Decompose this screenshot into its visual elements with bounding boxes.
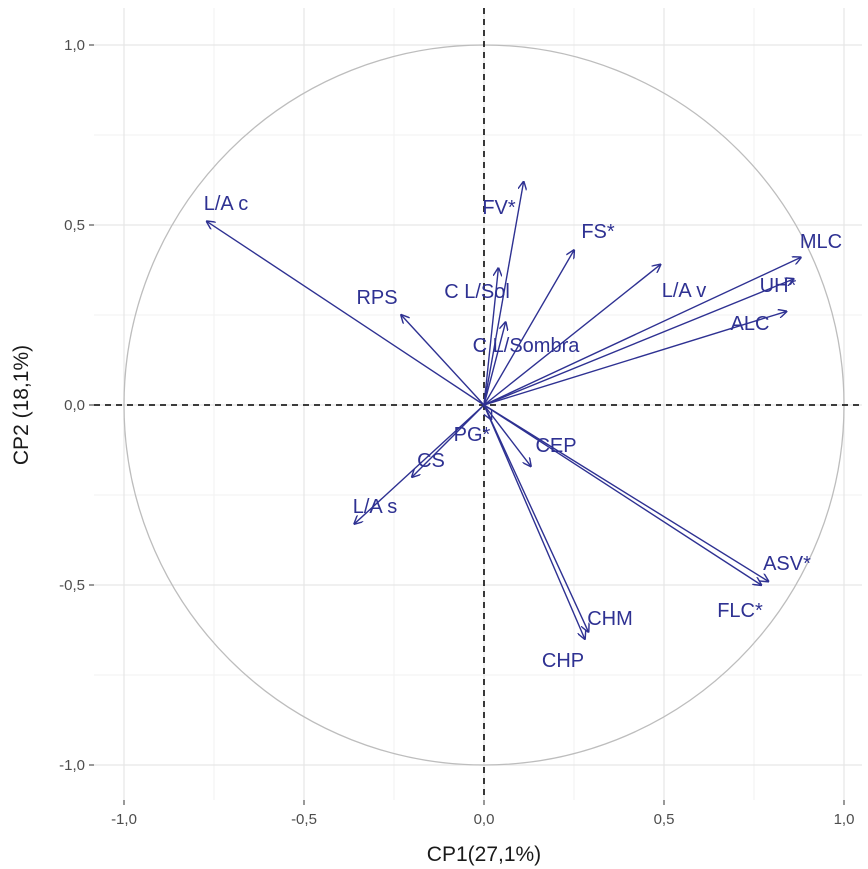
loading-vector: [483, 322, 506, 406]
x-tick-label: 0,0: [474, 811, 495, 828]
reference-lines: [94, 8, 862, 800]
y-axis-title: CP2 (18,1%): [10, 345, 33, 465]
variable-label: MLC: [800, 231, 842, 253]
loading-vector: [483, 265, 660, 406]
loading-vector: [483, 311, 786, 406]
y-tick-label: 1,0: [64, 37, 85, 54]
y-tick-label: 0,5: [64, 217, 85, 234]
loading-vectors: [207, 182, 801, 639]
loading-vector: [483, 404, 768, 581]
x-tick-label: -1,0: [111, 811, 137, 828]
variable-label: C L/Sol: [444, 281, 510, 303]
loading-vector: [483, 404, 761, 585]
loading-vector: [483, 257, 801, 406]
x-tick-label: 0,5: [654, 811, 675, 828]
y-tick-label: -0,5: [59, 577, 85, 594]
y-tick-label: 0,0: [64, 397, 85, 414]
variable-label: FS*: [581, 221, 615, 243]
x-axis-title: CP1(27,1%): [427, 843, 541, 866]
x-tick-label: 1,0: [834, 811, 855, 828]
variable-label: ASV*: [763, 553, 811, 575]
x-tick-label: -0,5: [291, 811, 317, 828]
loading-vector: [483, 250, 574, 406]
loading-vector: [483, 404, 588, 632]
loading-vector: [483, 404, 531, 466]
variable-label: ALC: [731, 313, 770, 335]
variable-label: FV*: [482, 197, 516, 219]
y-tick-label: -1,0: [59, 757, 85, 774]
variable-label: CHP: [542, 650, 584, 672]
variable-label: UH*: [760, 275, 797, 297]
variable-label: C L/Sombra: [473, 335, 581, 357]
loading-vector: [207, 221, 485, 406]
variable-label: L/A s: [353, 496, 397, 518]
loading-vector: [401, 315, 485, 406]
variable-label: PG*: [454, 424, 491, 446]
loading-vector: [483, 404, 585, 639]
variable-label: L/A v: [662, 280, 706, 302]
loading-vector: [412, 404, 485, 477]
variable-label: RPS: [356, 287, 397, 309]
variable-label: CHM: [587, 608, 633, 630]
grid: [94, 8, 862, 800]
variable-label: L/A c: [204, 193, 248, 215]
loading-vector: [483, 182, 524, 406]
loading-vector: [483, 279, 794, 406]
variable-label: FLC*: [717, 600, 763, 622]
variable-label: CEP: [535, 435, 576, 457]
variable-label: CS: [417, 450, 445, 472]
loading-vector: [483, 268, 498, 406]
loading-vector: [354, 404, 485, 524]
axis-ticks: -1,0 -0,5 0,0 0,5 1,0 -1,0 -0,5 0,0 0,5 1,0: [59, 37, 854, 828]
